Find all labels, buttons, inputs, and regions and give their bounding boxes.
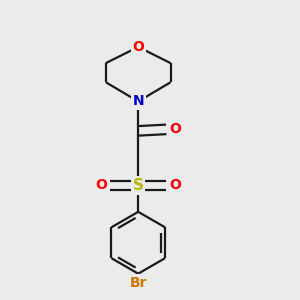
Text: O: O xyxy=(170,122,182,136)
Text: Br: Br xyxy=(130,276,147,290)
Text: O: O xyxy=(132,40,144,54)
Text: O: O xyxy=(95,178,107,192)
Text: S: S xyxy=(133,178,144,193)
Text: O: O xyxy=(170,178,182,192)
Text: N: N xyxy=(132,94,144,108)
